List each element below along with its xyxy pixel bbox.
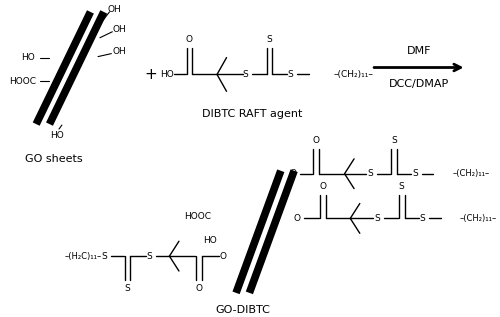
Text: O: O xyxy=(219,252,226,261)
Text: S: S xyxy=(374,214,380,223)
Text: O: O xyxy=(196,284,202,293)
Text: GO sheets: GO sheets xyxy=(26,154,83,164)
Text: O: O xyxy=(312,136,320,145)
Text: S: S xyxy=(266,35,272,44)
Text: DIBTC RAFT agent: DIBTC RAFT agent xyxy=(202,109,302,119)
Text: S: S xyxy=(420,214,426,223)
Text: O: O xyxy=(186,35,193,44)
Text: –(CH₂)₁₁–: –(CH₂)₁₁– xyxy=(452,169,490,178)
Text: DMF: DMF xyxy=(406,46,431,55)
Text: HO: HO xyxy=(21,53,34,62)
Text: S: S xyxy=(412,169,418,178)
Text: S: S xyxy=(146,252,152,261)
Text: S: S xyxy=(399,182,404,191)
Text: OH: OH xyxy=(112,25,126,34)
Text: OH: OH xyxy=(108,5,122,15)
Text: HOOC: HOOC xyxy=(10,77,36,86)
Text: S: S xyxy=(242,70,248,79)
Text: S: S xyxy=(124,284,130,293)
Text: +: + xyxy=(144,67,157,82)
Text: GO-DIBTC: GO-DIBTC xyxy=(216,305,270,315)
Text: HO: HO xyxy=(160,70,174,79)
Text: HO: HO xyxy=(50,131,64,140)
Text: OH: OH xyxy=(112,47,126,56)
Text: HO: HO xyxy=(204,236,217,245)
Text: S: S xyxy=(391,136,397,145)
Text: S: S xyxy=(288,70,293,79)
Text: S: S xyxy=(102,252,108,261)
Text: –(H₂C)₁₁–: –(H₂C)₁₁– xyxy=(64,252,102,261)
Text: O: O xyxy=(319,182,326,191)
Text: O: O xyxy=(294,214,300,223)
Text: DCC/DMAP: DCC/DMAP xyxy=(388,80,449,89)
Text: –(CH₂)₁₁–: –(CH₂)₁₁– xyxy=(333,70,373,79)
Text: HOOC: HOOC xyxy=(184,212,212,221)
Text: –(CH₂)₁₁–: –(CH₂)₁₁– xyxy=(460,214,497,223)
Text: S: S xyxy=(368,169,373,178)
Text: O: O xyxy=(290,169,296,178)
